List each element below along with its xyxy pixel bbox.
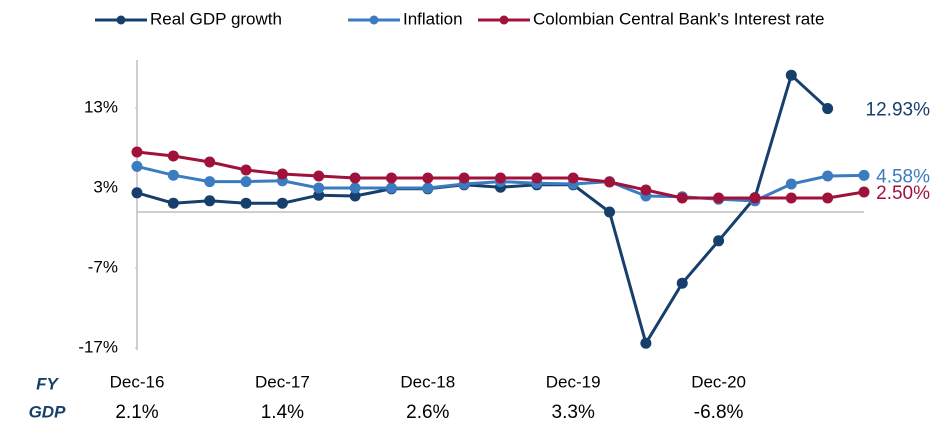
series-point	[785, 69, 797, 81]
series-point	[131, 146, 143, 158]
fy-gdp-value: -6.8%	[694, 402, 744, 423]
legend-label: Colombian Central Bank's Interest rate	[533, 9, 824, 28]
y-tick-label: 3%	[93, 177, 118, 196]
series-point	[385, 172, 397, 184]
series-point	[422, 182, 434, 194]
x-tick-label: Dec-18	[400, 372, 455, 391]
series-point	[676, 277, 688, 289]
x-tick-label: Dec-17	[255, 372, 310, 391]
series-line	[136, 72, 829, 347]
series-point	[167, 150, 179, 162]
series-point	[349, 190, 361, 202]
x-tick-label: Dec-19	[546, 372, 601, 391]
series-point	[167, 169, 179, 181]
fy-gdp-value: 2.6%	[406, 402, 449, 423]
x-tick-label: Dec-16	[110, 372, 165, 391]
series-point	[822, 170, 834, 182]
y-tick-label: 13%	[84, 97, 118, 116]
fy-gdp-value: 2.1%	[115, 402, 158, 423]
series-point	[240, 164, 252, 176]
series-point	[204, 156, 216, 168]
y-tick-label: -7%	[88, 257, 118, 276]
legend-marker	[116, 15, 126, 25]
series-point	[822, 192, 834, 204]
series-point	[240, 197, 252, 209]
series-point	[495, 172, 506, 184]
series-point	[640, 337, 652, 349]
series-point	[567, 172, 579, 184]
legend-label: Inflation	[403, 9, 463, 28]
fy-gdp-value: 3.3%	[552, 402, 595, 423]
legend-marker	[499, 15, 509, 25]
series-point	[313, 170, 325, 182]
series-point	[822, 103, 834, 115]
series-point	[204, 176, 216, 188]
series-point	[349, 182, 361, 194]
series-point	[313, 182, 325, 194]
x-tick-label: Dec-20	[691, 372, 746, 391]
y-tick-label: -17%	[78, 337, 118, 356]
series-point	[385, 182, 397, 194]
series-point	[276, 197, 288, 209]
data-label: 12.93%	[866, 100, 931, 121]
series-point	[604, 206, 616, 218]
fy-gdp-title: FY	[36, 374, 59, 393]
legend-label: Real GDP growth	[150, 9, 282, 28]
series-point	[858, 186, 870, 198]
series-point	[785, 192, 797, 204]
data-label: 4.58%	[876, 166, 930, 187]
series-point	[167, 197, 179, 209]
series-point	[349, 172, 361, 184]
fy-gdp-title: GDP	[29, 402, 67, 421]
series-point	[422, 172, 434, 184]
series-point	[131, 187, 143, 199]
series-point	[240, 176, 252, 188]
series-point	[858, 169, 870, 181]
series-point	[713, 192, 725, 204]
series-point	[131, 160, 143, 172]
series-point	[640, 184, 652, 196]
series-point	[276, 168, 288, 180]
series-point	[713, 235, 725, 247]
fy-gdp-value: 1.4%	[261, 402, 304, 423]
series-point	[604, 176, 616, 188]
series-point	[458, 172, 470, 184]
series-point	[749, 192, 761, 204]
legend-marker	[369, 15, 379, 25]
series-point	[204, 195, 216, 207]
series-point	[531, 172, 543, 184]
data-label: 2.50%	[876, 183, 930, 204]
series-point	[676, 192, 688, 204]
series-point	[785, 178, 797, 190]
